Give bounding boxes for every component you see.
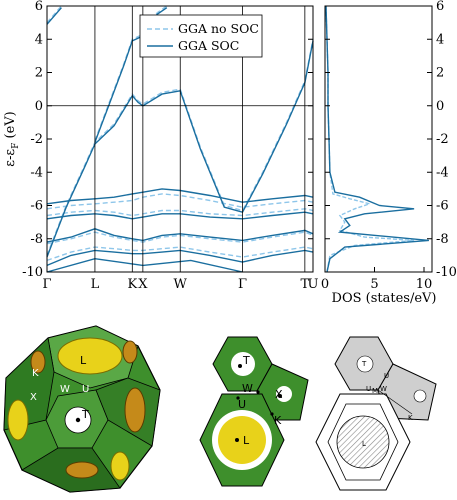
projection-u-point	[236, 396, 240, 400]
ylabel-subscript: F	[11, 143, 21, 149]
dos-x-tick-label: 0	[321, 277, 329, 292]
band-y-ticks: -10 -8 -6 -4 -2 0 2 4 6	[22, 0, 313, 280]
y-tick-label: -4	[30, 165, 43, 180]
sketch-t-hole	[356, 355, 374, 373]
dos-y-tick-label: -10	[436, 265, 457, 280]
bz-sketch: T U U W M K L	[315, 336, 437, 491]
sphere-label-w: W	[60, 384, 70, 395]
fermi-pocket-left	[7, 399, 29, 441]
projection-label-u: U	[238, 398, 246, 411]
projection-w-point	[256, 390, 260, 394]
projection-l-point	[235, 438, 239, 442]
sketch-x-hole	[413, 389, 427, 403]
legend-box	[139, 14, 263, 58]
dos-y-tick-label: 0	[436, 99, 444, 114]
dos-x-axis-title: DOS (states/eV)	[332, 291, 437, 306]
k-point-label: Γ	[238, 277, 247, 292]
projection-t-point	[238, 364, 242, 368]
dos-soc	[325, 5, 429, 273]
y-tick-label: -8	[30, 232, 43, 247]
dos-no-soc	[325, 5, 415, 273]
projection-label-k: K	[274, 414, 282, 427]
sphere-label-t: T	[81, 408, 89, 421]
k-point-label: Γ	[42, 277, 51, 292]
dos-panel: -10 -8 -6 -4 -2 0 2 4 6 0 5 10 DOS (states/eV)	[321, 0, 457, 306]
sphere-label-k: K	[32, 368, 39, 379]
projection-label-w: W	[242, 382, 253, 395]
dos-y-tick-label: -4	[436, 165, 449, 180]
dos-y-tick-label: -2	[436, 132, 449, 147]
sketch-label-m: M	[372, 387, 378, 395]
k-point-label: L	[91, 277, 100, 292]
fermi-pocket-lower-right	[110, 451, 130, 481]
y-tick-label: 0	[35, 99, 43, 114]
sketch-label-w: W	[380, 385, 387, 393]
ylabel-unit: (eV)	[3, 111, 18, 142]
y-tick-label: 2	[35, 66, 43, 81]
sketch-label-u-upper: U	[384, 372, 389, 380]
k-point-label: K	[127, 277, 137, 292]
projection-x-point	[278, 394, 282, 398]
legend-label-no-soc: GGA no SOC	[178, 21, 259, 36]
band-k-labels: Γ L K X W Γ TU	[42, 277, 318, 292]
sketch-label-u-lower: U	[366, 385, 371, 393]
sketch-inner-hexagon	[327, 403, 399, 481]
projection-l-pocket	[218, 416, 266, 464]
projection-label-t: T	[242, 354, 250, 367]
dos-x-tick-label: 5	[370, 277, 378, 292]
bz-projection: T W X U K L	[199, 336, 309, 487]
projection-label-l: L	[243, 434, 250, 447]
band-soc	[46, 257, 243, 273]
sketch-label-l: L	[362, 440, 366, 448]
sketch-label-k: K	[408, 414, 413, 422]
k-point-label: U	[308, 277, 319, 292]
projection-label-x: X	[275, 388, 283, 401]
dos-x-ticks: 0 5 10	[321, 267, 432, 292]
y-tick-label: -2	[30, 132, 43, 147]
dos-y-tick-label: 2	[436, 66, 444, 81]
fermi-surface-3d: L K W U X T	[3, 325, 161, 493]
projection-t-hole	[231, 352, 255, 376]
y-tick-label: 6	[35, 0, 43, 14]
sphere-label-x: X	[30, 392, 37, 403]
dos-y-tick-label: 6	[436, 0, 444, 14]
band-no-soc	[46, 5, 62, 24]
sketch-l-pocket	[336, 415, 390, 469]
y-tick-label: 4	[35, 32, 43, 47]
band-structure-panel: -10 -8 -6 -4 -2 0 2 4 6 Γ L K X W Γ TU ε-εF (eV) GGA n…	[3, 0, 319, 292]
dos-x-tick-label: 10	[416, 277, 433, 292]
fermi-pocket-upper-left	[30, 350, 46, 374]
band-soc	[46, 7, 62, 25]
k-point-label: T	[301, 277, 310, 292]
y-tick-label: -10	[22, 265, 43, 280]
fermi-pocket-right	[124, 387, 146, 433]
sketch-label-t: T	[361, 360, 367, 368]
band-soc	[46, 40, 314, 258]
bz-t-point	[75, 417, 81, 423]
y-tick-label: -6	[30, 199, 43, 214]
projection-k-point	[270, 412, 274, 416]
sketch-k-leader	[377, 389, 413, 415]
dos-y-tick-label: -6	[436, 199, 449, 214]
fermi-pocket-bottom	[65, 461, 99, 479]
fermi-pocket-upper-right	[122, 340, 138, 364]
sphere-label-u: U	[82, 384, 89, 395]
dos-y-tick-label: 4	[436, 32, 444, 47]
ylabel-epsilon: ε-ε	[3, 149, 18, 167]
dos-y-ticks: -10 -8 -6 -4 -2 0 2 4 6	[325, 0, 457, 280]
fermi-pocket-top	[57, 337, 123, 375]
band-y-axis-title: ε-εF (eV)	[3, 111, 21, 166]
legend-label-soc: GGA SOC	[178, 38, 239, 53]
legend: GGA no SOC GGA SOC	[139, 14, 263, 58]
dos-y-tick-label: -8	[436, 232, 449, 247]
sphere-label-l: L	[80, 354, 87, 367]
k-point-label: W	[174, 277, 188, 292]
dos-lines	[325, 5, 429, 273]
k-point-label: X	[138, 277, 148, 292]
